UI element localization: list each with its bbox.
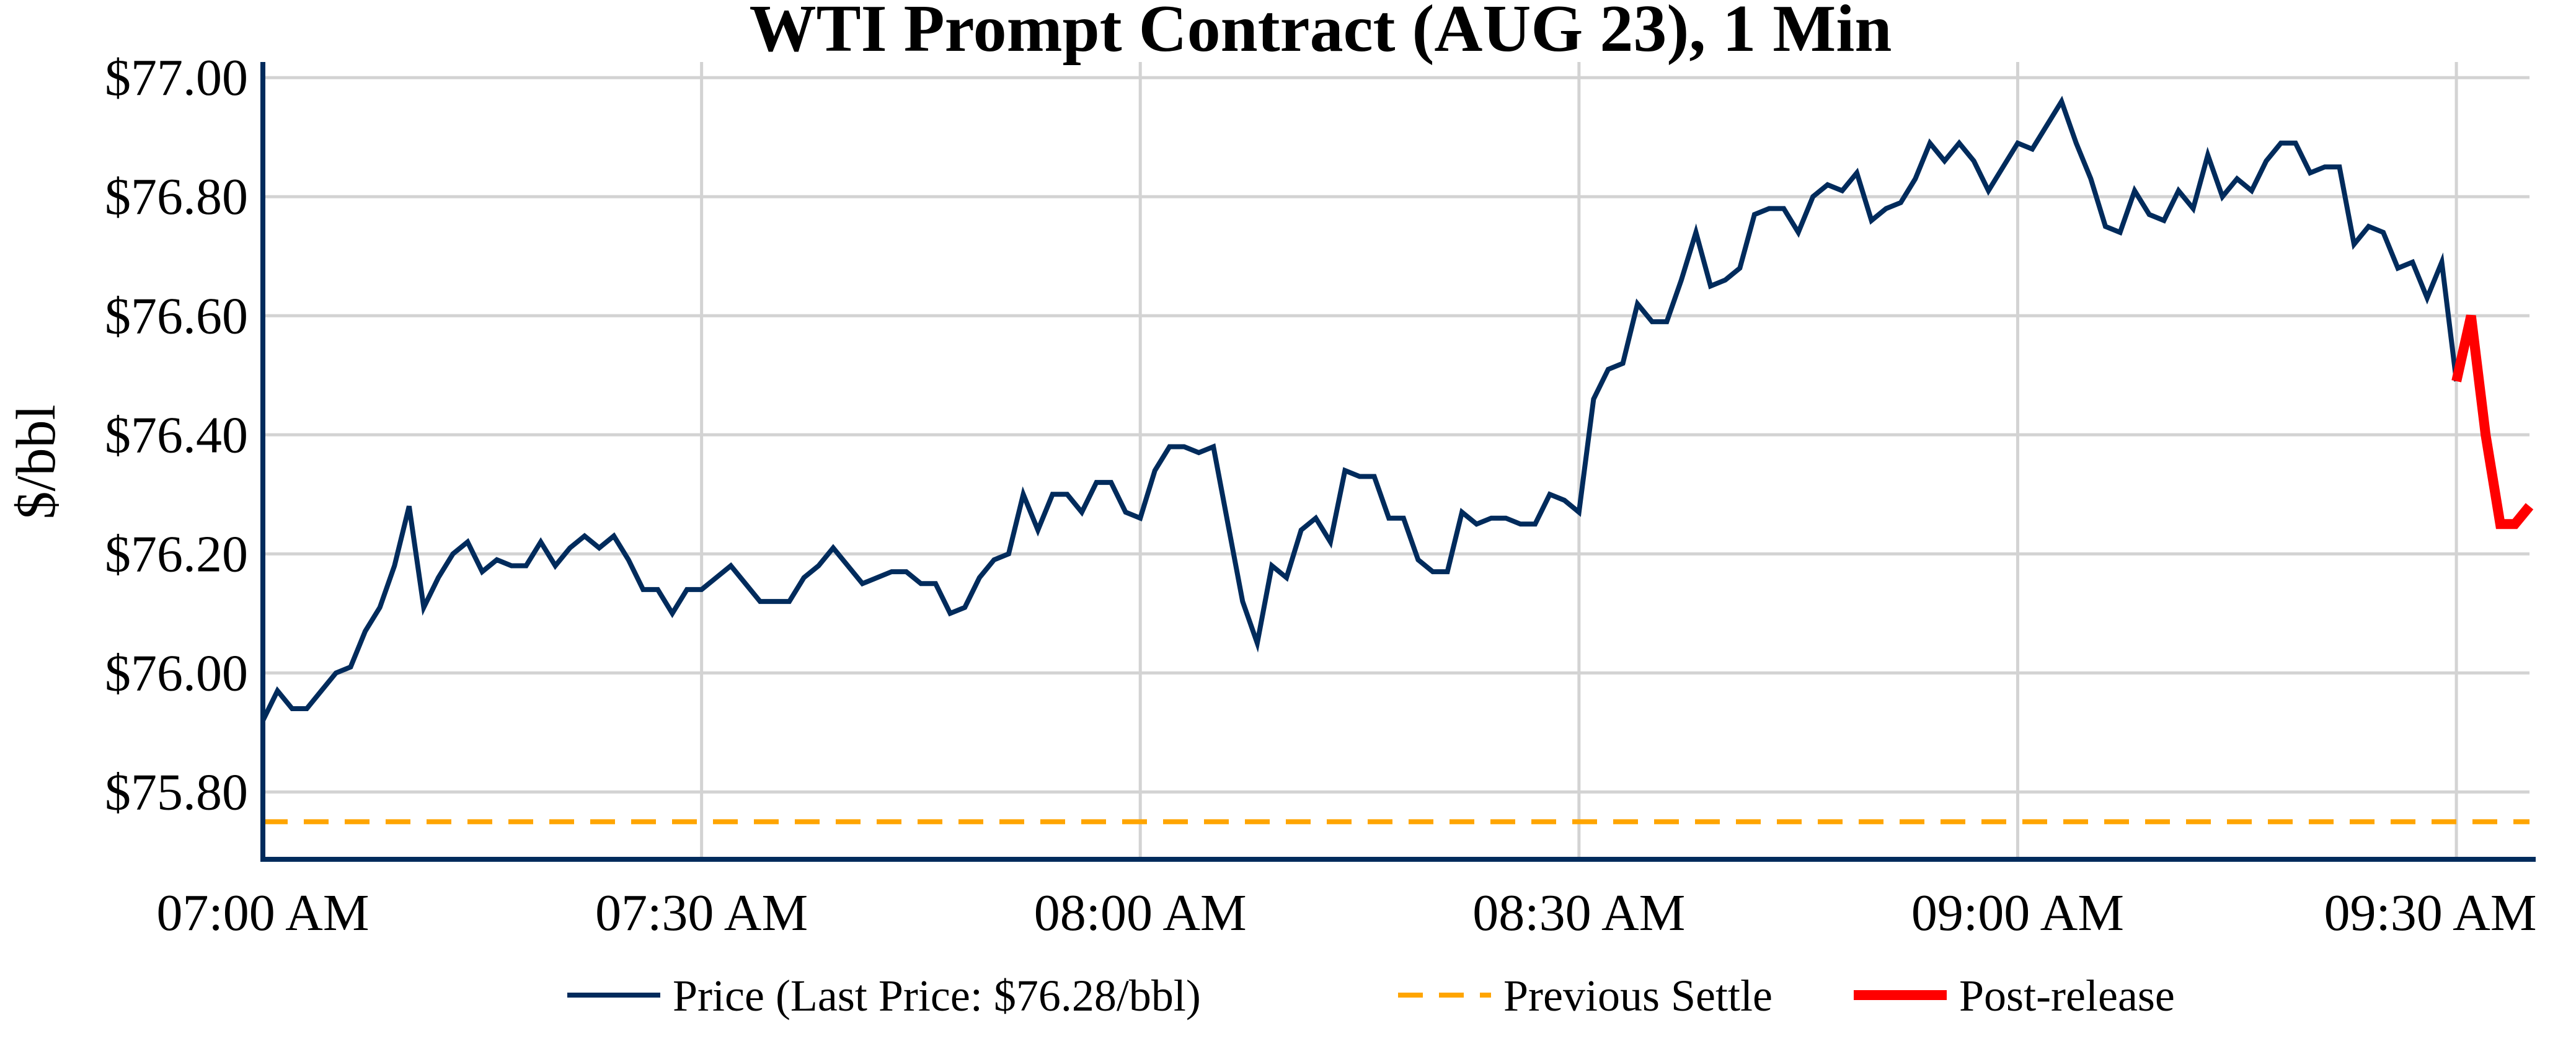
legend-label: Previous Settle xyxy=(1503,971,1773,1021)
x-tick-label: 09:00 AM xyxy=(1911,884,2124,942)
x-tick-labels: 07:00 AM 07:30 AM 08:00 AM 08:30 AM 09:00 AM… xyxy=(156,884,2536,942)
y-axis-label: $/bbl xyxy=(6,404,67,519)
y-tick-label: $76.60 xyxy=(105,287,248,345)
gridlines xyxy=(261,62,2530,857)
chart-title: WTI Prompt Contract (AUG 23), 1 Min xyxy=(750,0,1892,66)
x-tick-label: 07:30 AM xyxy=(595,884,808,942)
series-group xyxy=(260,95,2534,825)
y-tick-label: $76.40 xyxy=(105,406,248,464)
x-tick-label: 09:30 AM xyxy=(2324,884,2536,942)
y-tick-labels: $75.80 $76.00 $76.20 $76.40 $76.60 $76.80 $77.… xyxy=(105,49,248,821)
y-tick-label: $77.00 xyxy=(105,49,248,107)
y-tick-label: $76.80 xyxy=(105,168,248,226)
legend-label: Price (Last Price: $76.28/bbl) xyxy=(673,971,1201,1021)
y-tick-label: $75.80 xyxy=(105,763,248,821)
y-tick-label: $76.00 xyxy=(105,644,248,702)
y-tick-label: $76.20 xyxy=(105,525,248,583)
series-line-price xyxy=(260,95,2459,722)
x-tick-label: 08:00 AM xyxy=(1034,884,1247,942)
legend-label: Post-release xyxy=(1959,971,2175,1021)
series-line-post-release xyxy=(2451,314,2534,529)
x-tick-label: 07:00 AM xyxy=(156,884,369,942)
legend: Price (Last Price: $76.28/bbl) Previous S… xyxy=(567,971,2175,1021)
x-tick-label: 08:30 AM xyxy=(1472,884,1685,942)
